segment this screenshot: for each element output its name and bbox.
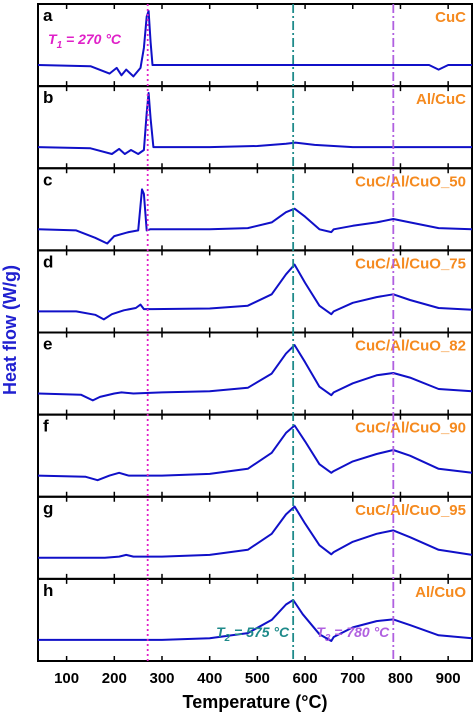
series-line-d — [38, 263, 473, 321]
panel-letter: c — [43, 170, 52, 189]
x-tick-label: 500 — [245, 670, 270, 687]
x-tick-label: 200 — [102, 670, 127, 687]
marker-annotations: T1 = 270 °CT2 = 575 °C T3 = 780 °C — [48, 31, 390, 644]
series-line-a — [37, 9, 472, 78]
series-line-c — [37, 188, 473, 245]
annotation-symbol: T — [48, 31, 58, 47]
sample-label: CuC/Al/CuO_90 — [355, 420, 466, 437]
panel-e: e CuC/Al/CuO_82 — [37, 331, 473, 416]
sample-label: Al/CuC — [416, 91, 466, 108]
x-tick-label: 100 — [54, 670, 79, 687]
panel-f: f CuC/Al/CuO_90 — [37, 413, 473, 498]
annotation-subscript: 1 — [57, 40, 63, 51]
x-tick-label: 300 — [149, 670, 174, 687]
annotation-symbol: T — [216, 624, 226, 640]
panel-letter: d — [43, 252, 53, 271]
x-tick-label: 700 — [340, 670, 365, 687]
annotation-T2: T2 = 575 °C — [216, 624, 290, 644]
panel-d: d CuC/Al/CuO_75 — [37, 249, 473, 334]
panel-letter: f — [43, 417, 49, 436]
sample-label: CuC/Al/CuO_50 — [355, 173, 466, 190]
panel-letter: h — [43, 581, 53, 600]
annotation-value: = 270 °C — [62, 31, 122, 47]
annotation-T1: T1 = 270 °C — [48, 31, 122, 51]
panel-h: h Al/CuO — [37, 577, 473, 662]
sample-label: CuC/Al/CuO_82 — [355, 338, 466, 355]
x-tick-label: 400 — [197, 670, 222, 687]
marker-lines — [146, 4, 395, 661]
series-line-f — [37, 424, 473, 482]
panel-g: g CuC/Al/CuO_95 — [37, 495, 473, 580]
annotation-symbol: T — [316, 624, 326, 640]
panel-b: b Al/CuC — [37, 85, 473, 170]
panel-frame — [37, 85, 473, 170]
sample-label: CuC/Al/CuO_75 — [355, 255, 466, 272]
x-tick-label: 600 — [293, 670, 318, 687]
y-axis-label: Heat flow (W/g) — [0, 265, 20, 395]
sample-label: Al/CuO — [415, 584, 466, 601]
x-axis-label: Temperature (°C) — [183, 692, 328, 712]
x-tick-labels: 100 200 300 400 500 600 700 800 900 — [54, 670, 461, 687]
annotation-T3: T3 = 780 °C — [316, 624, 390, 644]
series-line-e — [37, 344, 473, 402]
panel-frame — [37, 577, 473, 662]
series-line-b — [37, 92, 472, 155]
annotation-subscript: 3 — [325, 633, 331, 644]
panels-group: a CuC b Al/CuC c CuC/Al/CuO_50d CuC/Al/CuO_75e… — [37, 3, 473, 662]
panel-letter: e — [43, 335, 52, 354]
series-line-g — [38, 505, 473, 559]
annotation-subscript: 2 — [224, 633, 231, 644]
panel-letter: b — [43, 88, 53, 107]
sample-label: CuC — [435, 9, 466, 26]
x-tick-label: 800 — [388, 670, 413, 687]
annotation-value: = 780 °C — [330, 624, 390, 640]
series-line-h — [38, 599, 473, 642]
x-tick-label: 900 — [436, 670, 461, 687]
sample-label: CuC/Al/CuO_95 — [355, 502, 466, 519]
panel-c: c CuC/Al/CuO_50 — [37, 167, 473, 252]
panel-letter: g — [43, 499, 53, 518]
annotation-value: = 575 °C — [230, 624, 290, 640]
panel-letter: a — [43, 6, 53, 25]
